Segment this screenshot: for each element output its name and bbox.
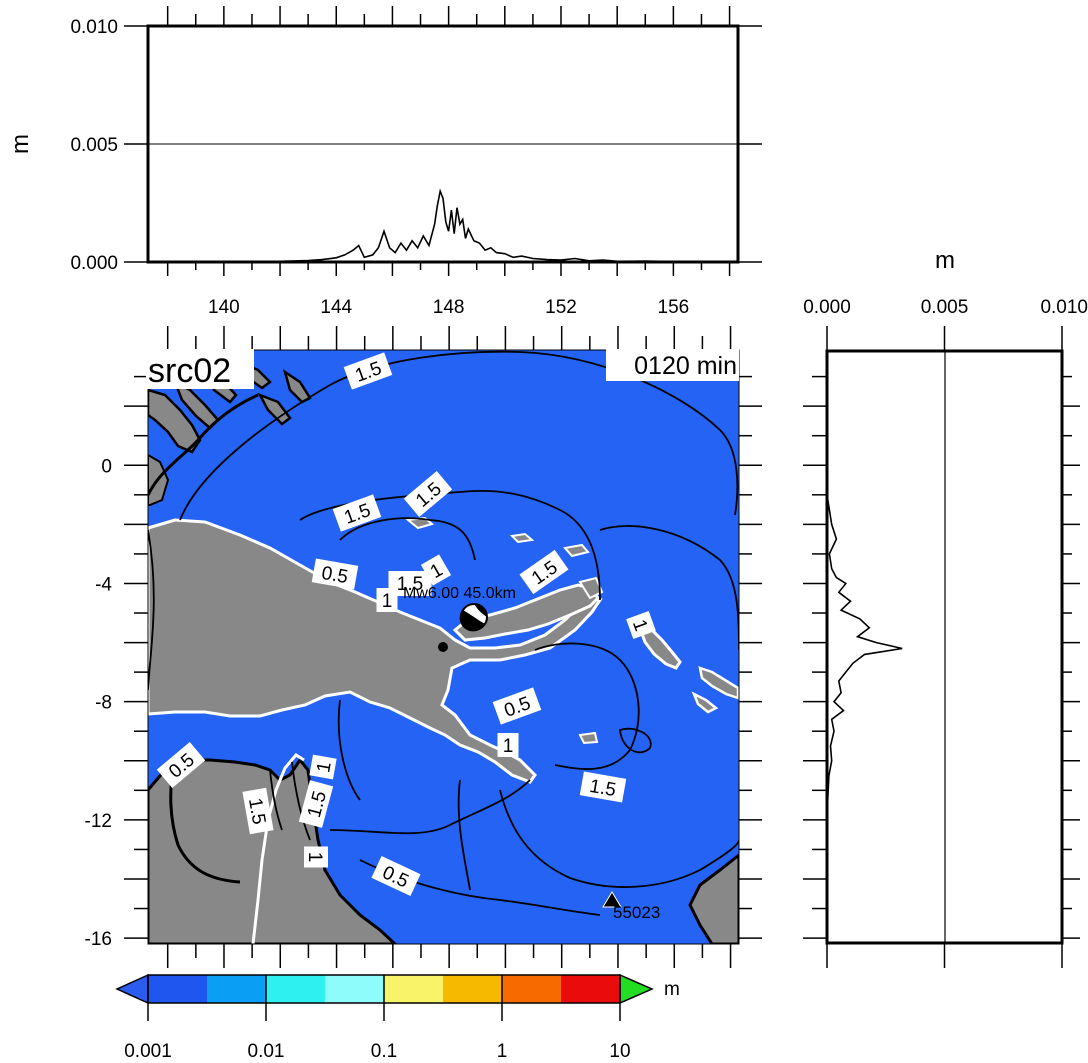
colorbar-tick-label: 0.01 (248, 1041, 285, 1062)
map-lat-tick-label: 0 (101, 456, 112, 477)
colorbar-segment (443, 975, 503, 1003)
colorbar-segment (502, 975, 562, 1003)
station-marker-triangle (602, 891, 622, 908)
colorbar-segment (148, 975, 208, 1003)
time-label-box (606, 349, 739, 381)
new-britain-land (452, 583, 601, 642)
coastal-point-marker (438, 642, 448, 652)
colorbar-tick-label: 10 (609, 1041, 630, 1062)
top-y-axis: 0.000 0.005 0.010 (70, 17, 762, 274)
australia-coast-white (251, 753, 305, 944)
colorbar-segment (384, 975, 444, 1003)
svg-text:1: 1 (503, 736, 514, 757)
top-x-tick-label: 140 (208, 297, 240, 318)
pacific-islands-land (405, 516, 604, 756)
right-x-tick-label: 0.010 (1040, 297, 1088, 318)
top-y-tick-label: 0.005 (70, 135, 118, 156)
time-label: 0120 min (634, 352, 737, 380)
colorbar-tick-label: 0.1 (371, 1041, 397, 1062)
top-profile-panel: 0.000 0.005 0.010 140 144 148 152 156 m (7, 6, 762, 318)
southeast-land (688, 853, 739, 944)
contour-label: 1 (497, 733, 519, 757)
solomon-islands-land (691, 666, 739, 714)
svg-text:1.5: 1.5 (397, 574, 423, 595)
top-x-tick-label: 144 (320, 297, 352, 318)
right-x-tick-label: 0.005 (921, 297, 969, 318)
new-guinea-land (148, 518, 603, 784)
colorbar-segment (266, 975, 326, 1003)
colorbar-segment (325, 975, 385, 1003)
station-label: 55023 (613, 903, 660, 922)
right-unit-label: m (935, 247, 955, 274)
colorbar-tick-label: 1 (497, 1041, 508, 1062)
colorbar-tick-label: 0.001 (124, 1041, 172, 1062)
top-x-tick-label: 156 (658, 297, 690, 318)
top-unit-label: m (7, 134, 34, 154)
contour-label: 0.5 (311, 558, 359, 590)
top-x-tick-label: 148 (433, 297, 465, 318)
event-label: Mw6.00 45.0km (403, 585, 516, 602)
right-axes-ticks: 0.000 0.005 0.010 (803, 297, 1088, 968)
top-profile-line (167, 188, 713, 263)
map-lat-tick-label: -8 (95, 693, 112, 714)
colorbar-over-triangle (619, 973, 654, 1005)
source-label-box (146, 349, 254, 389)
contour-label: 1.5 (388, 571, 432, 595)
top-x-tick-label: 152 (545, 297, 577, 318)
source-label: src02 (148, 352, 231, 390)
coastline-black-west (148, 393, 259, 496)
contour-label: 1.5 (332, 494, 382, 532)
right-profile-panel: 0.000 0.005 0.010 m (803, 247, 1088, 968)
bougainville-land (637, 626, 682, 670)
contour-label: 1 (304, 846, 328, 868)
colorbar-under-triangle (115, 973, 149, 1005)
contour-label: 1 (626, 611, 656, 639)
epicenter-beachball (459, 603, 488, 632)
colorbar-segment (207, 975, 267, 1003)
contour-label: 1.5 (579, 771, 627, 803)
top-x-axis: 140 144 148 152 156 (166, 6, 731, 318)
right-x-tick-label: 0.000 (803, 297, 851, 318)
svg-text:1: 1 (304, 852, 325, 863)
top-y-tick-label: 0.010 (70, 17, 118, 38)
colorbar-unit-label: m (664, 979, 680, 1000)
map-lat-tick-label: -12 (85, 811, 112, 832)
svg-text:0.5: 0.5 (320, 563, 350, 588)
contour-label: 1.5 (242, 787, 274, 835)
map-panel: 1.51.51.51.50.51.5111.510.510.511.51.511… (85, 326, 762, 968)
contour-label: 1 (309, 754, 337, 780)
colorbar-segment (561, 975, 621, 1003)
right-profile-line (826, 350, 903, 945)
map-axis-ticks: 0 -4 -8 -12 -16 (85, 326, 762, 968)
svg-text:1.5: 1.5 (588, 776, 618, 801)
svg-text:1: 1 (313, 760, 336, 774)
map-lat-tick-label: -16 (85, 929, 112, 950)
map-lat-tick-label: -4 (95, 574, 112, 595)
amplitude-contours (148, 350, 739, 916)
map-frame (147, 349, 740, 945)
map-content: 1.51.51.51.50.51.5111.510.510.511.51.511… (148, 350, 739, 944)
colorbar: m 0.001 0.01 0.1 1 10 (115, 973, 680, 1062)
svg-text:1.5: 1.5 (244, 796, 269, 826)
top-y-tick-label: 0.000 (70, 253, 118, 274)
svg-text:1: 1 (382, 591, 393, 612)
